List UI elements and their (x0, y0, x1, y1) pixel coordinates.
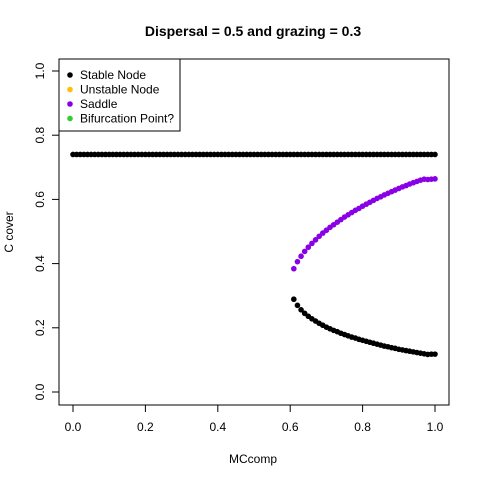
stable-node-point (298, 307, 304, 313)
y-axis-label: C cover (2, 211, 16, 252)
saddle-point (312, 237, 319, 243)
chart-title: Dispersal = 0.5 and grazing = 0.3 (145, 23, 362, 39)
x-tick-label: 0.0 (65, 420, 82, 434)
saddle-point (305, 244, 312, 251)
saddle-point (316, 233, 322, 240)
x-axis: 0.0 0.2 0.4 0.6 0.8 1.0 (65, 404, 444, 434)
saddle-point (294, 258, 301, 265)
y-tick-label: 0.4 (33, 255, 47, 272)
saddle-point (298, 253, 304, 260)
data-points (70, 151, 438, 358)
y-tick-label: 0.2 (33, 319, 47, 336)
x-tick-label: 1.0 (427, 420, 444, 434)
stable-node-point (291, 296, 297, 303)
legend-marker (67, 101, 73, 107)
saddle-point (309, 240, 315, 247)
legend-marker (67, 86, 73, 93)
x-tick-label: 0.8 (354, 420, 371, 434)
y-axis: 0.0 0.2 0.4 0.6 0.8 1.0 (33, 62, 60, 400)
stable-node-point (432, 151, 438, 158)
legend-label: Saddle (80, 97, 118, 111)
x-tick-label: 0.6 (282, 420, 299, 434)
legend-marker (67, 72, 73, 78)
y-tick-label: 1.0 (33, 62, 47, 79)
legend-box (58, 58, 181, 132)
saddle-point (432, 176, 438, 182)
y-tick-label: 0.0 (33, 383, 47, 400)
y-tick-label: 0.6 (33, 191, 47, 208)
legend-label: Stable Node (80, 68, 146, 82)
x-tick-label: 0.4 (209, 420, 226, 434)
legend-label: Bifurcation Point? (80, 112, 174, 126)
stable-node-point (432, 351, 438, 357)
x-axis-label: MCcomp (229, 452, 277, 466)
saddle-point (291, 265, 297, 272)
saddle-point (301, 248, 308, 255)
legend-label: Unstable Node (80, 83, 160, 97)
y-tick-label: 0.8 (33, 127, 47, 144)
stable-node-point (294, 302, 301, 309)
legend-marker (67, 115, 73, 122)
x-tick-label: 0.2 (137, 420, 154, 434)
